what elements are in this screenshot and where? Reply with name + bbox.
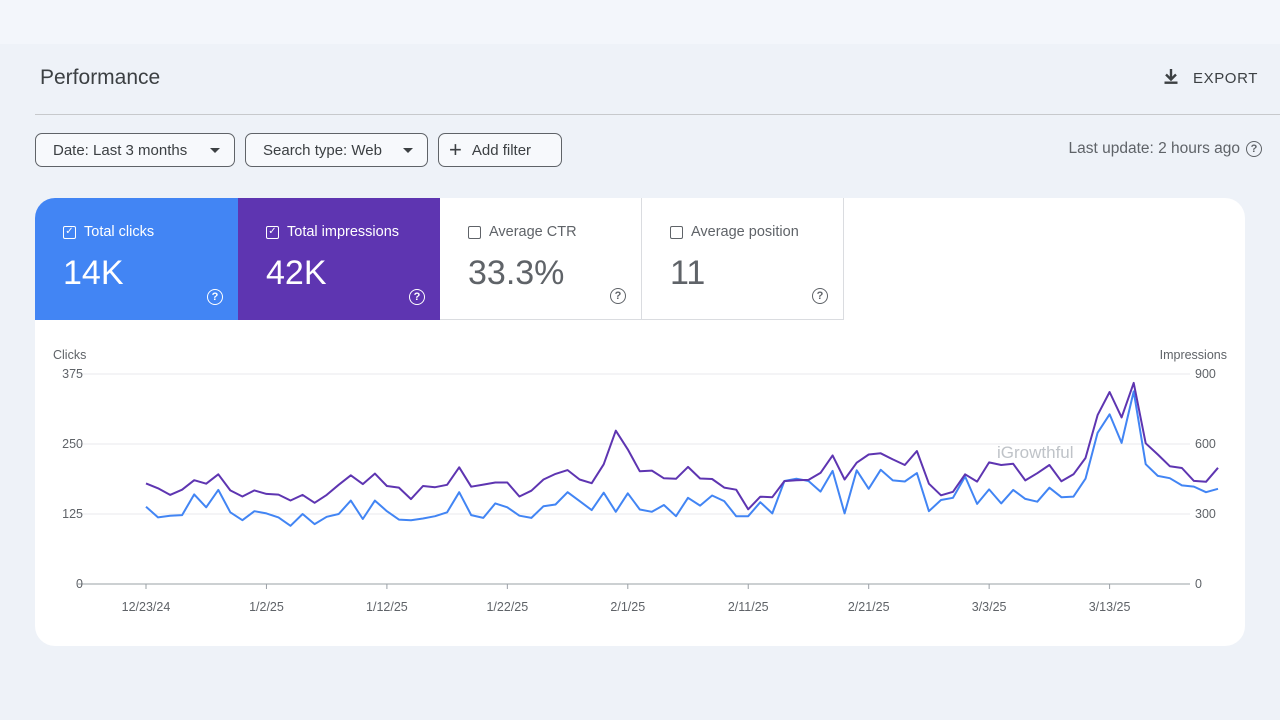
y-tick-label: 375 — [62, 367, 83, 381]
metric-label: Total impressions — [287, 224, 400, 240]
metric-label: Average CTR — [489, 224, 577, 240]
export-label: EXPORT — [1192, 69, 1258, 87]
caret-down-icon — [403, 147, 413, 153]
caret-down-icon — [210, 147, 220, 153]
help-icon[interactable]: ? — [1246, 141, 1262, 157]
header-divider — [35, 114, 1280, 115]
y2-tick-label: 0 — [1195, 577, 1202, 591]
last-update-text: Last update: 2 hours ago — [1068, 140, 1241, 157]
x-tick-label: 12/23/24 — [122, 600, 171, 614]
plus-icon: + — [449, 137, 462, 162]
metric-value: 14K — [63, 254, 124, 292]
search-type-chip[interactable]: Search type: Web — [245, 133, 428, 167]
watermark: iGrowthful — [997, 443, 1074, 462]
x-tick-label: 2/1/25 — [610, 600, 645, 614]
add-filter-label: Add filter — [471, 141, 532, 159]
x-tick-label: 2/21/25 — [848, 600, 890, 614]
metric-average-ctr[interactable]: Average CTR 33.3% ? — [440, 198, 642, 320]
help-icon[interactable]: ? — [207, 289, 223, 305]
download-icon — [1161, 66, 1181, 90]
series-line-total-clicks — [145, 390, 1219, 527]
chart-series — [145, 381, 1219, 527]
x-tick-label: 1/2/25 — [249, 600, 284, 614]
date-filter-chip[interactable]: Date: Last 3 months — [35, 133, 235, 167]
y2-axis-label: Impressions — [1160, 348, 1227, 362]
y-axis-label: Clicks — [53, 348, 86, 362]
export-button[interactable]: EXPORT — [1161, 66, 1258, 90]
metric-average-position[interactable]: Average position 11 ? — [642, 198, 844, 320]
performance-chart[interactable]: Clicks Impressions 0 0 125 300 250 600 375 900 12/… — [35, 338, 1245, 628]
y-tick-label: 0 — [76, 577, 83, 591]
series-line-total-impressions — [145, 381, 1219, 511]
page-title: Performance — [40, 66, 161, 89]
metric-total-impressions[interactable]: ✓ Total impressions 42K ? — [238, 198, 440, 320]
chart-axes: Clicks Impressions 0 0 125 300 250 600 375 900 12/… — [53, 348, 1227, 614]
x-tick-label: 3/3/25 — [972, 600, 1007, 614]
add-filter-button[interactable]: + Add filter — [438, 133, 562, 167]
metric-label: Average position — [691, 224, 799, 240]
x-tick-label: 3/13/25 — [1089, 600, 1131, 614]
metric-value: 42K — [266, 254, 327, 292]
x-tick-label: 1/12/25 — [366, 600, 408, 614]
checkbox-unchecked-icon[interactable] — [670, 225, 683, 239]
metric-total-clicks[interactable]: ✓ Total clicks 14K ? — [35, 198, 238, 320]
y2-tick-label: 600 — [1195, 437, 1216, 451]
y2-tick-label: 300 — [1195, 507, 1216, 521]
x-tick-label: 2/11/25 — [728, 600, 769, 614]
x-tick-label: 1/22/25 — [486, 600, 528, 614]
checkbox-checked-icon[interactable]: ✓ — [63, 225, 76, 239]
help-icon[interactable]: ? — [812, 288, 828, 304]
y2-tick-label: 900 — [1195, 367, 1216, 381]
y-tick-label: 125 — [62, 507, 83, 521]
metric-value: 33.3% — [468, 254, 565, 292]
y-tick-label: 250 — [62, 437, 83, 451]
help-icon[interactable]: ? — [610, 288, 626, 304]
metric-value: 11 — [670, 254, 706, 292]
checkbox-unchecked-icon[interactable] — [468, 225, 481, 239]
metric-label: Total clicks — [84, 224, 155, 240]
help-icon[interactable]: ? — [409, 289, 425, 305]
date-filter-label: Date: Last 3 months — [53, 141, 188, 159]
search-type-label: Search type: Web — [263, 141, 382, 159]
checkbox-checked-icon[interactable]: ✓ — [266, 225, 279, 239]
last-update: Last update: 2 hours ago ? — [1068, 140, 1262, 158]
performance-card: ✓ Total clicks 14K ? ✓ Total impressions 4… — [35, 198, 1245, 646]
chart-gridlines — [78, 373, 1190, 585]
top-band — [0, 0, 1280, 44]
